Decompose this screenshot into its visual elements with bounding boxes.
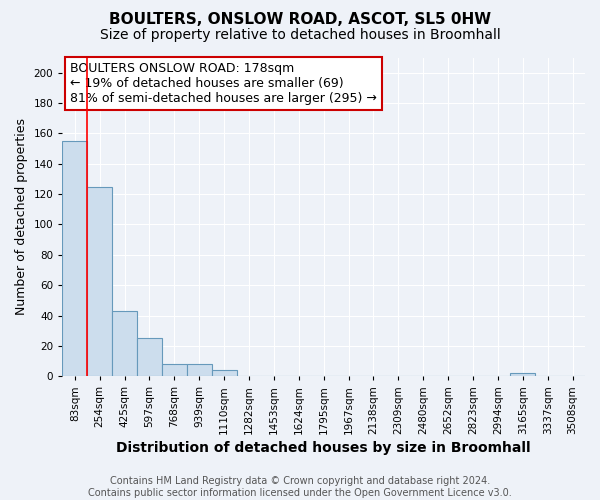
Bar [137,338,162,376]
Bar [87,186,112,376]
Y-axis label: Number of detached properties: Number of detached properties [15,118,28,316]
Bar [212,370,236,376]
X-axis label: Distribution of detached houses by size in Broomhall: Distribution of detached houses by size … [116,441,531,455]
Bar [187,364,212,376]
Text: Contains HM Land Registry data © Crown copyright and database right 2024.
Contai: Contains HM Land Registry data © Crown c… [88,476,512,498]
Bar [112,311,137,376]
Text: BOULTERS, ONSLOW ROAD, ASCOT, SL5 0HW: BOULTERS, ONSLOW ROAD, ASCOT, SL5 0HW [109,12,491,28]
Bar [162,364,187,376]
Bar [62,141,87,376]
Bar [511,373,535,376]
Text: Size of property relative to detached houses in Broomhall: Size of property relative to detached ho… [100,28,500,42]
Text: BOULTERS ONSLOW ROAD: 178sqm
← 19% of detached houses are smaller (69)
81% of se: BOULTERS ONSLOW ROAD: 178sqm ← 19% of de… [70,62,377,106]
